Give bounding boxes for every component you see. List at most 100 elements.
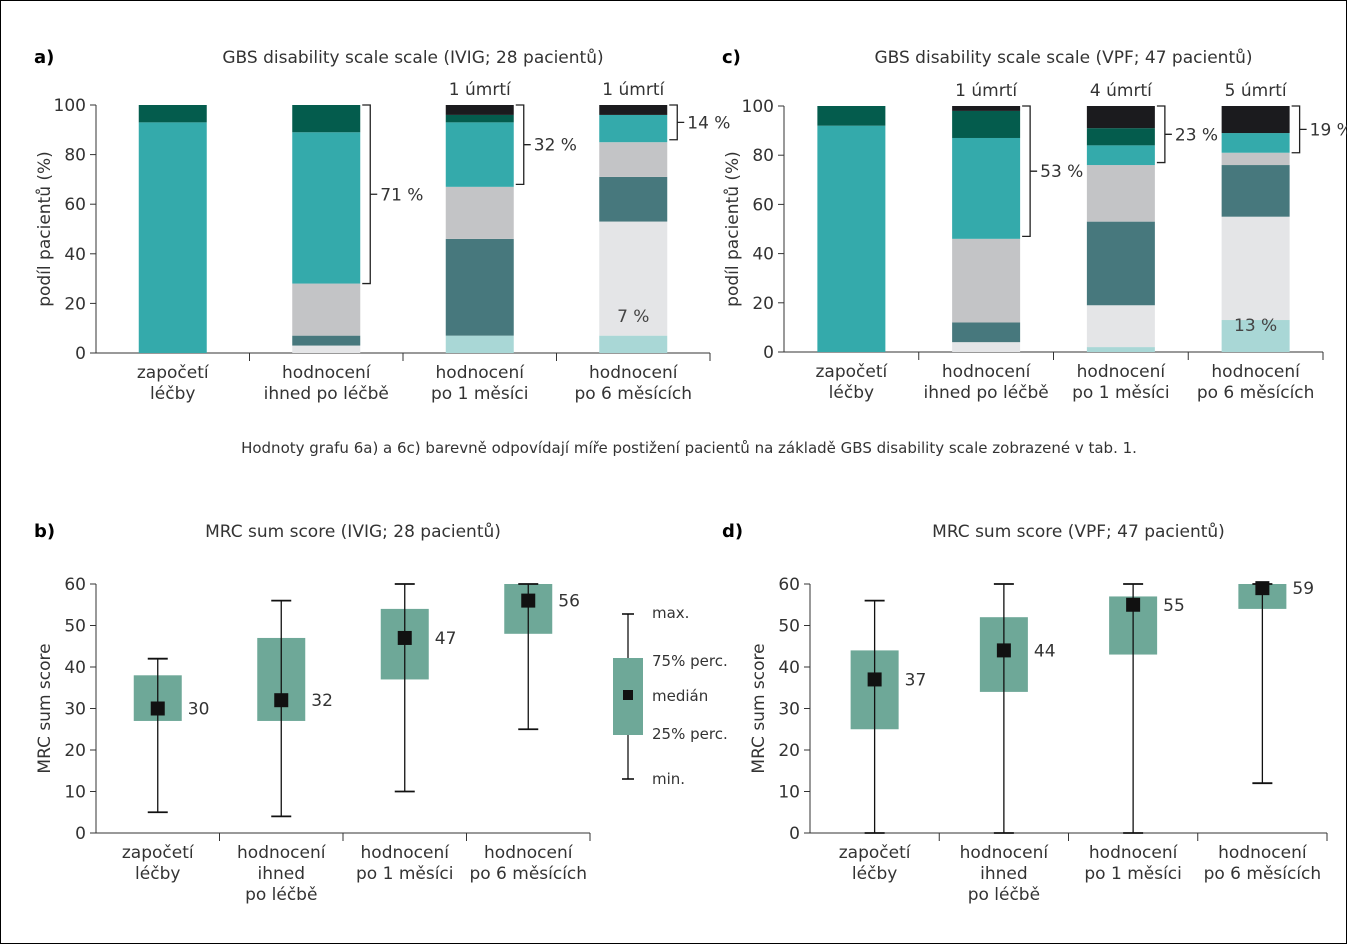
x-tick-label: po 6 měsících (1197, 383, 1315, 403)
x-tick-label: ihned po léčbě (923, 383, 1048, 403)
x-tick-label: po 6 měsících (574, 384, 692, 404)
bracket-label: 19 % (1310, 120, 1347, 140)
y-tick-label: 0 (763, 343, 774, 363)
bar-segment (599, 221, 668, 336)
x-tick-label: léčby (150, 384, 195, 404)
median-label: 56 (558, 592, 580, 612)
x-tick-label: po léčbě (245, 885, 317, 905)
median-marker (521, 593, 536, 608)
deaths-label: 1 úmrtí (955, 81, 1018, 101)
x-tick-label: léčby (852, 864, 897, 884)
bar-segment (599, 335, 668, 353)
median-marker (867, 672, 882, 687)
bracket (1291, 105, 1307, 154)
bar-segment (292, 105, 361, 133)
bar-segment (952, 110, 1021, 138)
y-axis-label: podíl pacientů (%) (35, 151, 55, 307)
x-tick-label: léčby (135, 864, 180, 884)
median-marker (1126, 597, 1141, 612)
bar-segment (445, 114, 514, 123)
bar-segment (952, 106, 1021, 111)
y-tick-label: 20 (752, 294, 774, 314)
legend-max-label: max. (652, 604, 689, 622)
chart-title: MRC sum score (IVIG; 28 pacientů) (205, 522, 501, 542)
bar-segment (952, 322, 1021, 343)
y-tick-label: 10 (64, 783, 86, 803)
y-tick-label: 0 (789, 824, 800, 844)
median-label: 32 (311, 691, 333, 711)
x-tick-label: započetí (122, 843, 195, 863)
bar-segment (1086, 305, 1155, 348)
y-tick-label: 40 (752, 245, 774, 265)
bar-segment (445, 122, 514, 187)
legend-median-label: medián (652, 687, 708, 705)
segment-annotation: 13 % (1234, 316, 1277, 336)
median-marker (996, 643, 1011, 658)
x-tick-label: hodnocení (282, 363, 372, 383)
x-tick-label: hodnocení (436, 363, 526, 383)
median-label: 47 (435, 629, 457, 649)
chart-title: MRC sum score (VPF; 47 pacientů) (932, 522, 1225, 542)
x-tick-label: po 6 měsících (469, 864, 587, 884)
bar-segment (1086, 221, 1155, 306)
bar-segment (952, 342, 1021, 352)
chart-panel-a: GBS disability scale scale (IVIG; 28 pac… (35, 48, 730, 404)
y-tick-label: 100 (742, 97, 774, 117)
x-tick-label: po 1 měsíci (1084, 864, 1181, 884)
bar-segment (445, 335, 514, 353)
chart-panel-d: MRC sum score (VPF; 47 pacientů) 0 10 20 30 4… (749, 522, 1328, 905)
x-tick-label: ihned (257, 864, 305, 884)
deaths-label: 4 úmrtí (1090, 81, 1153, 101)
caption: Hodnoty grafu 6a) a 6c) barevně odpovída… (241, 439, 1137, 457)
y-tick-label: 100 (54, 96, 86, 116)
deaths-label: 5 úmrtí (1225, 81, 1288, 101)
y-tick-label: 50 (778, 617, 800, 637)
legend-p75-label: 75% perc. (652, 652, 728, 670)
median-marker (1255, 581, 1270, 596)
bar-segment (1221, 165, 1290, 217)
bar-segment (599, 142, 668, 177)
bar-segment (1221, 216, 1290, 321)
y-tick-label: 60 (752, 195, 774, 215)
segment-annotation: 7 % (617, 307, 649, 327)
y-tick-label: 20 (778, 741, 800, 761)
y-tick-label: 20 (64, 294, 86, 314)
y-tick-label: 40 (778, 658, 800, 678)
y-tick-label: 10 (778, 783, 800, 803)
panel-a-label: a) (34, 47, 54, 68)
median-label: 37 (905, 670, 927, 690)
bar-segment (292, 345, 361, 353)
x-tick-label: ihned po léčbě (264, 384, 389, 404)
bar-segment (138, 122, 207, 353)
bar-segment (952, 238, 1021, 323)
bar-segment (292, 283, 361, 336)
chart-title: GBS disability scale scale (IVIG; 28 pac… (222, 48, 603, 68)
bar-segment (445, 105, 514, 115)
bracket-label: 32 % (534, 136, 577, 156)
y-axis-label: MRC sum score (35, 643, 55, 773)
x-tick-label: hodnocení (589, 363, 679, 383)
bracket (669, 104, 685, 141)
median-marker (397, 630, 412, 645)
y-tick-label: 0 (75, 824, 86, 844)
bar-segment (1086, 145, 1155, 166)
y-tick-label: 20 (64, 741, 86, 761)
panel-c-label: c) (722, 47, 741, 68)
bar-segment (1086, 347, 1155, 352)
y-tick-label: 50 (64, 617, 86, 637)
bracket (1022, 105, 1038, 238)
x-tick-label: hodnocení (361, 843, 451, 863)
bar-segment (292, 335, 361, 346)
y-tick-label: 60 (778, 575, 800, 595)
legend-min-label: min. (652, 770, 685, 788)
bar-segment (445, 238, 514, 336)
x-tick-label: započetí (137, 363, 210, 383)
bracket (362, 104, 378, 285)
bar-segment (445, 186, 514, 239)
y-tick-label: 0 (75, 344, 86, 364)
median-marker (274, 693, 289, 708)
legend-p25-label: 25% perc. (652, 725, 728, 743)
median-label: 30 (188, 700, 210, 720)
x-tick-label: po léčbě (968, 885, 1040, 905)
